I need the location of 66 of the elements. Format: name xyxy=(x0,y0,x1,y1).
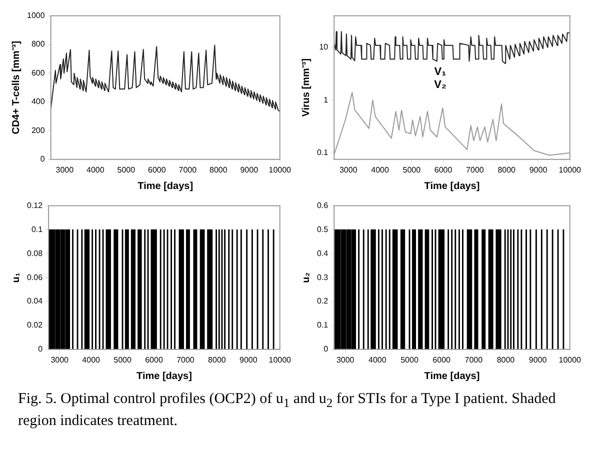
x-tick-label: 3000 xyxy=(339,165,358,174)
x-tick-label: 10000 xyxy=(558,355,582,364)
x-tick-label: 4000 xyxy=(371,165,390,174)
y-axis-title: Virus [mm⁻³] xyxy=(300,58,312,117)
x-tick-label: 10000 xyxy=(268,355,292,364)
x-tick-label: 6000 xyxy=(434,165,453,174)
x-axis-title: Time [days] xyxy=(138,180,194,192)
x-tick-label: 8000 xyxy=(496,355,516,364)
x-tick-label: 7000 xyxy=(466,165,484,174)
text: Fig. 5. Optimal control profiles (OCP2) of u$_{1}$ and u$_{2}$ for STIs for a Type I patient. Shaded region indicates treatment. xyxy=(18,391,556,429)
x-tick-label: 3000 xyxy=(50,355,70,364)
x-tick-label: 7000 xyxy=(176,355,195,364)
y-tick-label: 1000 xyxy=(27,11,46,20)
x-tick-label: 3000 xyxy=(56,165,74,174)
x-tick-label: 9000 xyxy=(240,165,259,174)
y-tick-label: 0.04 xyxy=(26,296,44,306)
x-tick-label: 7000 xyxy=(178,165,198,174)
x-axis-title: Time [days] xyxy=(424,180,480,192)
x-tick-label: 6000 xyxy=(145,355,164,364)
x-tick-label: 10000 xyxy=(268,165,292,174)
y-tick-label: 800 xyxy=(31,40,46,49)
x-tick-label: 6000 xyxy=(432,355,452,364)
x-tick-label: 4000 xyxy=(86,165,105,174)
x-tick-label: 8000 xyxy=(208,355,226,364)
y-tick-label: 600 xyxy=(31,68,46,78)
x-tick-label: 4000 xyxy=(82,355,101,364)
y-tick-label: 0.3 xyxy=(316,272,329,282)
y-tick-label: 10 xyxy=(319,42,329,52)
x-tick-label: 6000 xyxy=(148,165,166,174)
series-label: V₁ xyxy=(434,66,447,78)
x-tick-label: 5000 xyxy=(117,165,136,174)
x-tick-label: 9000 xyxy=(240,355,258,364)
y-axis-title: u₂ xyxy=(300,272,312,283)
y-tick-label: 0 xyxy=(40,154,46,164)
y-tick-label: 0.6 xyxy=(316,201,329,210)
y-tick-label: 0.4 xyxy=(316,248,329,258)
y-tick-label: 0.12 xyxy=(26,201,44,210)
x-tick-label: 5000 xyxy=(400,355,419,364)
y-tick-label: 0.08 xyxy=(26,248,44,258)
x-tick-label: 3000 xyxy=(336,355,355,364)
x-tick-label: 4000 xyxy=(368,355,387,364)
x-tick-label: 5000 xyxy=(402,165,422,174)
x-tick-label: 5000 xyxy=(114,355,132,364)
y-tick-label: 0.1 xyxy=(31,224,44,234)
y-tick-label: 200 xyxy=(31,126,46,135)
y-tick-label: 0 xyxy=(324,344,329,354)
x-tick-label: 9000 xyxy=(528,355,548,364)
x-tick-label: 8000 xyxy=(498,165,516,174)
x-tick-label: 9000 xyxy=(529,165,548,174)
y-tick-label: 1 xyxy=(324,95,329,104)
x-tick-label: 8000 xyxy=(209,165,228,174)
x-axis-title: Time [days] xyxy=(424,370,480,382)
y-tick-label: 0.2 xyxy=(316,296,329,306)
y-tick-label: 0 xyxy=(38,344,44,354)
y-axis-title: u₁ xyxy=(10,272,22,283)
y-tick-label: 0.02 xyxy=(26,320,44,330)
y-axis-title: CD4+ T-cells [mm⁻³] xyxy=(10,40,22,134)
y-tick-label: 400 xyxy=(31,97,46,106)
y-tick-label: 0.06 xyxy=(26,272,44,282)
y-tick-label: 0.5 xyxy=(316,224,329,234)
series-label: V₂ xyxy=(434,79,446,91)
y-tick-label: 0.1 xyxy=(316,148,329,158)
x-tick-label: 7000 xyxy=(464,355,484,364)
x-tick-label: 10000 xyxy=(558,165,582,174)
y-tick-label: 0.1 xyxy=(316,320,329,330)
x-axis-title: Time [days] xyxy=(136,370,192,382)
